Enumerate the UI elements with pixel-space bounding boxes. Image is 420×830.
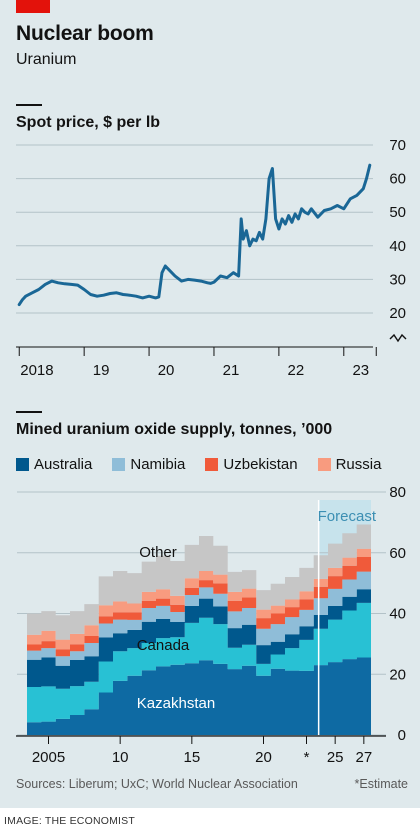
area-label-kazakhstan: Kazakhstan xyxy=(137,695,215,712)
x-tick-label: 20 xyxy=(255,749,272,766)
supply-chart-title: Mined uranium oxide supply, tonnes, ’000 xyxy=(16,421,333,438)
legend-label: Australia xyxy=(34,456,93,473)
estimate-note: *Estimate xyxy=(354,777,409,791)
chart-title: Nuclear boom xyxy=(16,22,154,45)
legend-swatch-uzbekistan xyxy=(205,458,219,471)
y-tick-label: 60 xyxy=(389,171,406,188)
price-line-chart: 20 30 40 50 60 70 2018 19 20 21 22 23 xyxy=(16,137,407,379)
y-tick-label: 0 xyxy=(398,727,406,744)
price-chart-title: Spot price, $ per lb xyxy=(16,114,161,131)
chart-subtitle: Uranium xyxy=(16,51,77,68)
area-australia xyxy=(27,589,371,689)
area-uzbekistan xyxy=(27,557,371,657)
y-tick-label: 50 xyxy=(389,204,406,221)
x-tick-label: 2005 xyxy=(32,749,65,766)
legend-item-namibia: Namibia xyxy=(112,456,185,473)
image-credit: IMAGE: THE ECONOMIST xyxy=(4,815,135,827)
y-tick-label: 20 xyxy=(389,305,406,322)
y-tick-label: 40 xyxy=(389,238,406,255)
x-tick-label: 23 xyxy=(352,362,369,379)
section-rule xyxy=(16,411,42,413)
series-line-spot-price xyxy=(17,163,372,307)
legend-item-russia: Russia xyxy=(317,456,382,473)
x-tick-label: 10 xyxy=(112,749,129,766)
x-tick-label: 20 xyxy=(158,362,175,379)
y-tick-label: 60 xyxy=(389,545,406,562)
legend-item-uzbekistan: Uzbekistan xyxy=(205,456,298,473)
x-tick-label: 27 xyxy=(355,749,372,766)
legend-swatch-russia xyxy=(317,458,331,471)
y-tick-label: 20 xyxy=(389,666,406,683)
x-tick-label: 15 xyxy=(183,749,200,766)
legend-label: Russia xyxy=(335,456,382,473)
supply-legend: Australia Namibia Uzbekistan Russia xyxy=(16,456,411,473)
area-kazakhstan xyxy=(27,657,371,735)
brand-red-bar xyxy=(16,0,50,13)
x-tick-label: * xyxy=(304,749,310,766)
area-label-other: Other xyxy=(139,544,177,561)
y-tick-label: 80 xyxy=(389,484,406,501)
area-label-canada: Canada xyxy=(137,637,190,654)
legend-label: Namibia xyxy=(130,456,186,473)
axis-break-icon xyxy=(389,333,407,343)
area-russia xyxy=(27,548,371,650)
x-tick-label: 22 xyxy=(288,362,305,379)
section-rule xyxy=(16,104,42,106)
x-tick-label: 25 xyxy=(327,749,344,766)
legend-swatch-namibia xyxy=(112,458,126,471)
source-note: Sources: Liberum; UxC; World Nuclear Ass… xyxy=(16,777,298,791)
x-tick-label: 21 xyxy=(223,362,240,379)
forecast-label: Forecast xyxy=(318,508,377,525)
legend-label: Uzbekistan xyxy=(223,456,298,473)
x-tick-label: 2018 xyxy=(20,362,53,379)
x-tick-label: 19 xyxy=(93,362,110,379)
area-other xyxy=(27,524,371,640)
y-tick-label: 30 xyxy=(389,271,406,288)
y-tick-label: 40 xyxy=(389,606,406,623)
y-tick-label: 70 xyxy=(389,137,406,154)
legend-item-australia: Australia xyxy=(16,456,92,473)
area-canada xyxy=(27,602,371,723)
supply-area-chart: 0 20 40 60 80 Forecast Other Canada Kazakhstan 20… xyxy=(16,484,406,766)
legend-swatch-australia xyxy=(16,458,29,471)
